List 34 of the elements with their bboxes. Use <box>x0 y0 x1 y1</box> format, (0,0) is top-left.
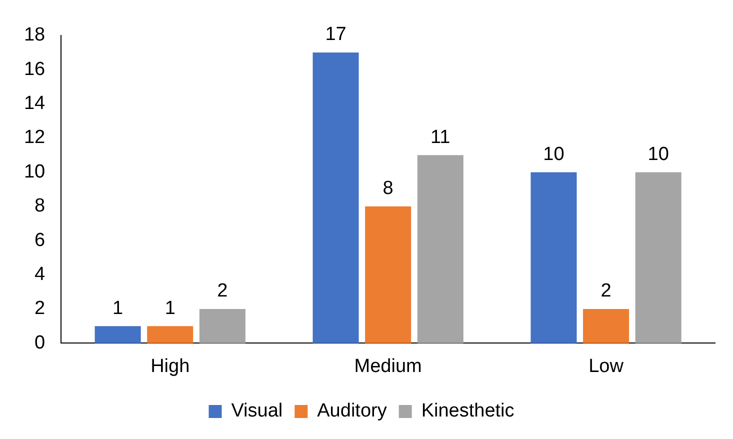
bar <box>365 206 412 344</box>
data-label: 1 <box>112 298 124 319</box>
bar <box>94 326 141 344</box>
legend-label: Auditory <box>317 400 388 422</box>
bar <box>583 309 630 344</box>
legend-label: Visual <box>231 400 283 422</box>
y-tick-label: 16 <box>24 58 46 80</box>
y-tick-label: 18 <box>24 24 46 46</box>
legend-label: Kinesthetic <box>421 400 514 422</box>
x-tick-label: Medium <box>354 356 422 377</box>
bar <box>147 326 194 344</box>
y-tick-label: 10 <box>24 161 46 182</box>
bar <box>199 309 246 344</box>
bar <box>417 155 464 344</box>
data-label: 10 <box>648 144 669 165</box>
data-label: 2 <box>600 280 612 302</box>
data-label: 8 <box>382 178 394 200</box>
x-tick-label: High <box>150 356 190 377</box>
y-tick-label: 0 <box>34 332 46 354</box>
data-label: 11 <box>430 126 450 148</box>
y-tick-label: 6 <box>34 230 46 251</box>
data-label: 10 <box>543 144 564 165</box>
y-tick-label: 12 <box>24 127 46 148</box>
y-tick-label: 2 <box>34 298 46 320</box>
data-label: 17 <box>325 24 346 46</box>
bar <box>530 172 577 344</box>
data-label: 2 <box>217 280 228 302</box>
x-tick-label: Low <box>588 356 624 377</box>
y-tick-label: 14 <box>24 93 46 114</box>
data-label: 1 <box>164 298 176 319</box>
y-tick-label: 8 <box>34 196 46 217</box>
y-tick-label: 4 <box>34 264 46 286</box>
bar <box>635 172 682 344</box>
bar <box>312 52 359 344</box>
